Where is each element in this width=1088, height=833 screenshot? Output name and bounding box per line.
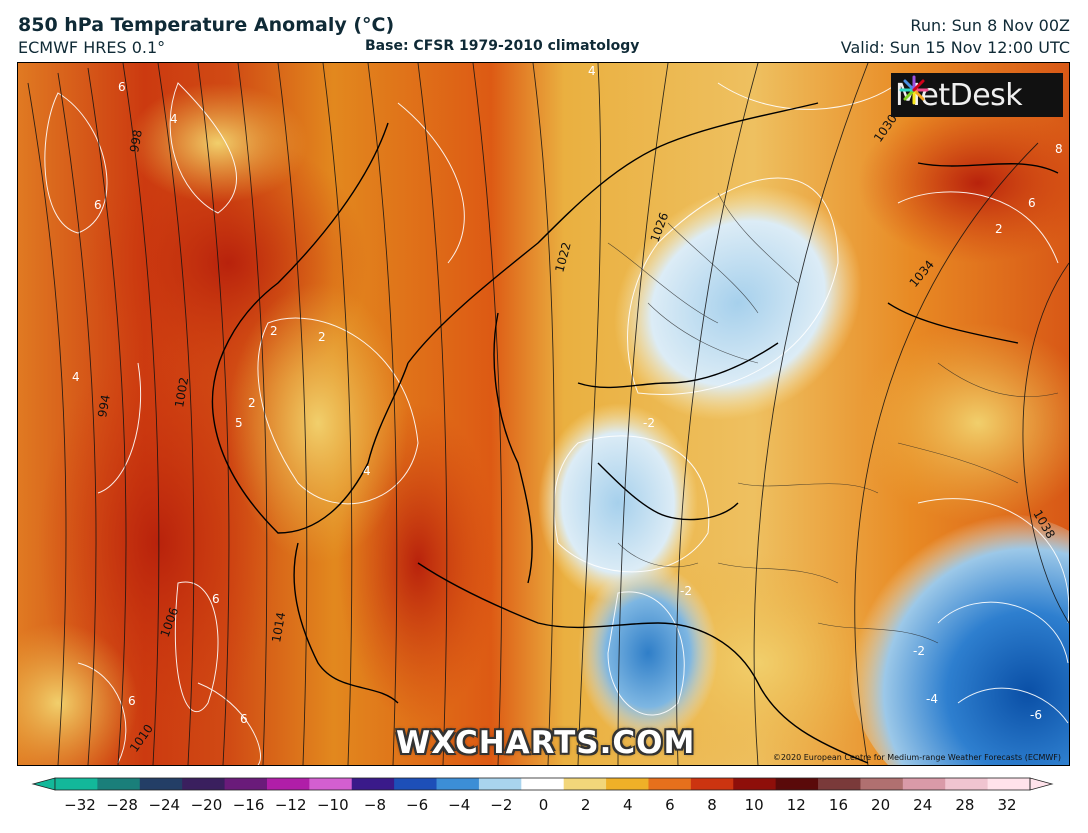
colorbar-cell	[733, 778, 777, 790]
colorbar-cell	[478, 778, 522, 790]
colorbar-cell	[902, 778, 946, 790]
colorbar: −32 −28 −24 −20 −16 −12 −10 −8 −6 −4 −2 0 2 4 6 8 10 12 16…	[0, 772, 1088, 832]
anomaly-label: -6	[1030, 708, 1042, 722]
anomaly-label: -4	[926, 692, 938, 706]
colorbar-cell	[224, 778, 268, 790]
anomaly-label: 2	[318, 330, 326, 344]
colorbar-tick-label: −12	[274, 796, 307, 814]
colorbar-cell	[182, 778, 226, 790]
colorbar-cell	[775, 778, 819, 790]
colorbar-cell	[818, 778, 861, 790]
anomaly-label: 6	[240, 712, 248, 726]
colorbar-tick-label: 10	[744, 796, 764, 814]
copyright-notice: ©2020 European Centre for Medium-range W…	[772, 753, 1061, 762]
colorbar-cell	[648, 778, 692, 790]
anomaly-label: 6	[1028, 196, 1036, 210]
anomaly-label: 6	[128, 694, 136, 708]
colorbar-tick-label: −20	[190, 796, 223, 814]
valid-time: Valid: Sun 15 Nov 12:00 UTC	[840, 38, 1070, 57]
colorbar-tick-label: 24	[913, 796, 933, 814]
anomaly-label: 6	[94, 198, 102, 212]
colorbar-tick-label: −2	[490, 796, 513, 814]
colorbar-tick-label: −10	[316, 796, 349, 814]
colorbar-tick-label: 16	[828, 796, 848, 814]
colorbar-scale	[31, 777, 1054, 791]
chart-title: 850 hPa Temperature Anomaly (°C)	[18, 14, 395, 36]
colorbar-cell	[521, 778, 565, 790]
colorbar-tick-label: 6	[665, 796, 675, 814]
colorbar-tick-label: 0	[538, 796, 549, 814]
colorbar-cell	[690, 778, 734, 790]
wxcharts-watermark: WXCHARTS.COM	[396, 725, 696, 761]
run-time: Run: Sun 8 Nov 00Z	[910, 16, 1070, 35]
isobar-label: 994	[95, 394, 113, 419]
colorbar-tick-label: 8	[707, 796, 717, 814]
anomaly-label: 2	[270, 324, 278, 338]
anomaly-label: 2	[995, 222, 1003, 236]
anomaly-label: -2	[913, 644, 925, 658]
colorbar-tick-label: −6	[406, 796, 429, 814]
anomaly-label: 4	[588, 64, 596, 78]
colorbar-cell	[139, 778, 183, 790]
metdesk-logo-text: MetDesk	[895, 77, 1023, 113]
colorbar-tick-label: −32	[64, 796, 96, 814]
colorbar-cell	[97, 778, 141, 790]
anomaly-label: 6	[118, 80, 126, 94]
colorbar-tick-label: 4	[622, 796, 633, 814]
anomaly-label: 6	[212, 592, 220, 606]
metdesk-logo: MetDesk	[891, 73, 1063, 117]
anomaly-label: -2	[643, 416, 655, 430]
anomaly-label: 5	[235, 416, 243, 430]
climatology-base: Base: CFSR 1979-2010 climatology	[365, 38, 640, 54]
colorbar-tick-label: 2	[580, 796, 591, 814]
anomaly-label: 2	[248, 396, 256, 410]
colorbar-cell	[860, 778, 904, 790]
isobar-label: 1002	[172, 376, 191, 409]
anomaly-label: -2	[680, 584, 692, 598]
anomaly-map: 998 1002 1006 1010 1014 1022 1026 1030 1…	[17, 62, 1070, 766]
colorbar-tick-label: −24	[148, 796, 181, 814]
colorbar-arrow-low	[31, 777, 56, 791]
anomaly-label: 8	[1055, 142, 1063, 156]
anomaly-label: 4	[170, 112, 178, 126]
colorbar-cell	[606, 778, 649, 790]
isobar-label: 998	[127, 129, 145, 154]
colorbar-cell	[563, 778, 607, 790]
colorbar-cell	[55, 778, 98, 790]
map-field: 998 1002 1006 1010 1014 1022 1026 1030 1…	[18, 63, 1069, 765]
colorbar-cell	[351, 778, 395, 790]
anomaly-label: 4	[72, 370, 80, 384]
colorbar-tick-label: −16	[232, 796, 265, 814]
colorbar-tick-label: −28	[106, 796, 138, 814]
colorbar-cell	[309, 778, 353, 790]
colorbar-cell	[987, 778, 1031, 790]
colorbar-cell	[266, 778, 310, 790]
colorbar-tick-label: 28	[955, 796, 975, 814]
isobar-label: 1014	[269, 611, 288, 644]
colorbar-cell	[436, 778, 480, 790]
anomaly-label: 4	[363, 464, 371, 478]
colorbar-border	[54, 777, 1031, 791]
chart-header: 850 hPa Temperature Anomaly (°C) ECMWF H…	[0, 0, 1088, 62]
colorbar-arrow-high	[1029, 777, 1054, 791]
colorbar-tick-label: 32	[997, 796, 1017, 814]
metdesk-logo-icon	[899, 75, 929, 105]
colorbar-tick-label: 12	[786, 796, 806, 814]
colorbar-cell	[945, 778, 989, 790]
colorbar-tick-label: −4	[448, 796, 471, 814]
colorbar-cell	[394, 778, 438, 790]
model-name: ECMWF HRES 0.1°	[18, 38, 166, 57]
colorbar-tick-label: −8	[363, 796, 387, 814]
colorbar-tick-label: 20	[871, 796, 891, 814]
